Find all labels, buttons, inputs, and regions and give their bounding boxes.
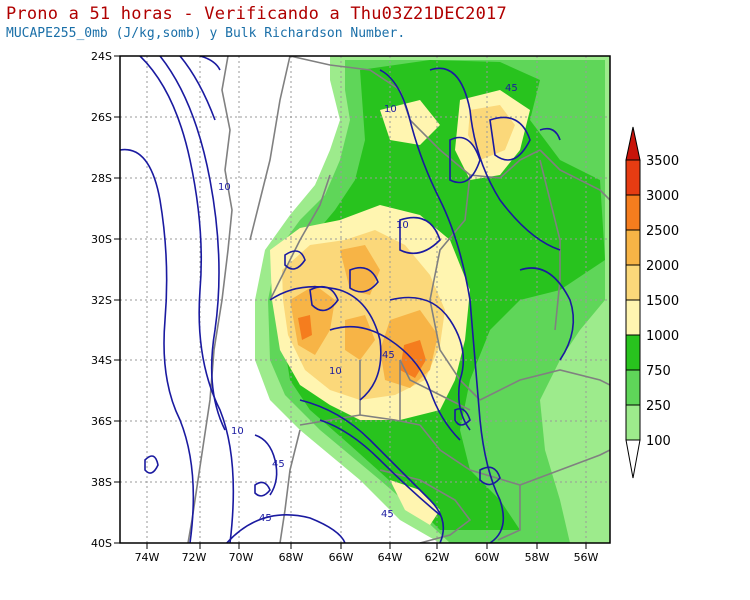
lon-tick-label: 58W (525, 551, 550, 564)
country-borders (187, 56, 610, 543)
colorbar-label: 2500 (646, 224, 679, 239)
colorbar-label: 250 (646, 399, 671, 414)
lat-tick-label: 40S (91, 537, 112, 550)
colorbar-swatch (625, 404, 641, 441)
colorbar-bottom-arrow (625, 439, 641, 479)
contour-label: 10 (231, 426, 244, 437)
lon-tick-label: 56W (574, 551, 599, 564)
colorbar-swatch (625, 229, 641, 266)
colorbar-label: 1500 (646, 294, 679, 309)
colorbar-label: 100 (646, 434, 671, 449)
contour-label: 45 (259, 513, 272, 524)
contour-label: 45 (382, 350, 395, 361)
contour-label: 10 (329, 366, 342, 377)
lat-tick-label: 28S (91, 172, 112, 185)
axis-ticks (114, 55, 587, 549)
colorbar-swatch (625, 264, 641, 301)
lat-tick-label: 34S (91, 354, 112, 367)
lon-tick-label: 64W (378, 551, 403, 564)
map-subtitle: MUCAPE255_0mb (J/kg,somb) y Bulk Richard… (6, 26, 406, 41)
latitude-axis: 24S 26S 28S 30S 32S 34S 36S 38S 40S (91, 50, 112, 550)
contour-label: 10 (396, 220, 409, 231)
colorbar-label: 750 (646, 364, 671, 379)
lon-tick-label: 62W (425, 551, 450, 564)
colorbar (625, 126, 641, 479)
lon-tick-label: 68W (279, 551, 304, 564)
colorbar-label: 2000 (646, 259, 679, 274)
contour-label: 45 (381, 509, 394, 520)
lon-tick-label: 72W (182, 551, 207, 564)
contour-labels: 10 10 10 10 10 45 45 45 45 45 (218, 83, 518, 524)
map-title: Prono a 51 horas - Verificando a Thu03Z2… (6, 4, 507, 24)
contour-label: 45 (272, 459, 285, 470)
lat-tick-label: 36S (91, 415, 112, 428)
contour-label: 10 (384, 104, 397, 115)
contour-label: 45 (505, 83, 518, 94)
lon-tick-label: 70W (229, 551, 254, 564)
lon-tick-label: 74W (135, 551, 160, 564)
lon-tick-label: 66W (329, 551, 354, 564)
colorbar-top-arrow (625, 126, 641, 161)
colorbar-swatch (625, 369, 641, 406)
cape-shading (255, 56, 610, 543)
colorbar-label: 3000 (646, 189, 679, 204)
lat-tick-label: 38S (91, 476, 112, 489)
lat-tick-label: 30S (91, 233, 112, 246)
colorbar-swatch (625, 159, 641, 196)
richardson-contours (120, 56, 575, 543)
contour-label: 10 (218, 182, 231, 193)
lat-tick-label: 26S (91, 111, 112, 124)
colorbar-label: 1000 (646, 329, 679, 344)
lon-tick-label: 60W (475, 551, 500, 564)
lat-tick-label: 24S (91, 50, 112, 63)
longitude-axis: 74W 72W 70W 68W 66W 64W 62W 60W 58W 56W (135, 551, 599, 564)
colorbar-swatch (625, 194, 641, 231)
colorbar-swatch (625, 299, 641, 336)
lat-tick-label: 32S (91, 294, 112, 307)
colorbar-label: 3500 (646, 154, 679, 169)
colorbar-swatch (625, 334, 641, 371)
colorbar-labels: 3500 3000 2500 2000 1500 1000 750 250 10… (646, 154, 679, 449)
graticule (120, 56, 610, 543)
